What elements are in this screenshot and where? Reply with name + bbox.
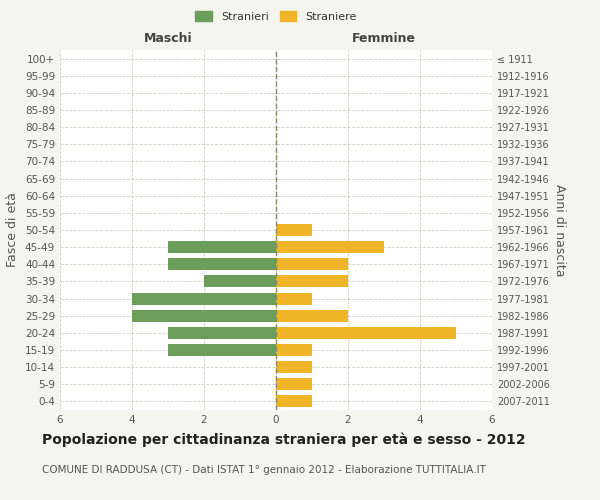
Y-axis label: Anni di nascita: Anni di nascita (553, 184, 566, 276)
Bar (276, 310, 348, 322)
Bar (168, 241, 276, 253)
Bar (276, 396, 312, 407)
Bar (168, 344, 276, 356)
Bar (276, 258, 348, 270)
Bar (276, 292, 312, 304)
Text: Maschi: Maschi (143, 32, 193, 45)
Bar (168, 327, 276, 339)
Text: Popolazione per cittadinanza straniera per età e sesso - 2012: Popolazione per cittadinanza straniera p… (42, 432, 526, 447)
Bar (276, 327, 456, 339)
Bar (204, 276, 276, 287)
Bar (276, 344, 312, 356)
Bar (276, 361, 312, 373)
Y-axis label: Fasce di età: Fasce di età (7, 192, 19, 268)
Legend: Stranieri, Straniere: Stranieri, Straniere (192, 8, 360, 25)
Text: Femmine: Femmine (352, 32, 416, 45)
Bar (276, 378, 312, 390)
Bar (132, 292, 276, 304)
Text: COMUNE DI RADDUSA (CT) - Dati ISTAT 1° gennaio 2012 - Elaborazione TUTTITALIA.IT: COMUNE DI RADDUSA (CT) - Dati ISTAT 1° g… (42, 465, 486, 475)
Bar (276, 224, 312, 236)
Bar (276, 241, 384, 253)
Bar (168, 258, 276, 270)
Bar (132, 310, 276, 322)
Bar (276, 276, 348, 287)
